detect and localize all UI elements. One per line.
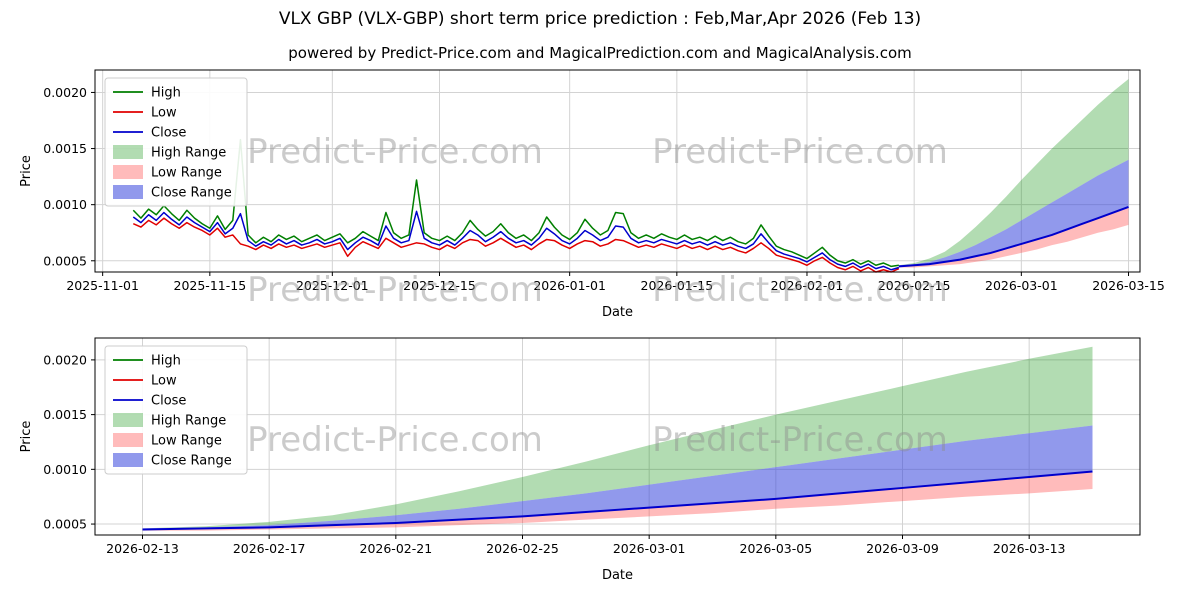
svg-text:2026-03-09: 2026-03-09 xyxy=(866,541,939,556)
svg-text:0.0010: 0.0010 xyxy=(43,197,87,212)
svg-text:Low: Low xyxy=(151,106,177,121)
legend: High Low Close High Range Low Range Close Ran… xyxy=(104,345,248,475)
svg-text:High Range: High Range xyxy=(151,414,226,429)
svg-text:0.0005: 0.0005 xyxy=(43,517,87,532)
svg-text:2026-01-15: 2026-01-15 xyxy=(641,278,714,293)
svg-text:0.0020: 0.0020 xyxy=(43,85,87,100)
top-chart: 2025-11-01 2025-11-15 2025-12-01 2025-12-15… xyxy=(19,69,1165,320)
svg-text:2026-02-13: 2026-02-13 xyxy=(106,541,179,556)
plot-border xyxy=(94,69,1141,273)
svg-text:0.0020: 0.0020 xyxy=(43,352,87,367)
svg-text:2026-02-15: 2026-02-15 xyxy=(878,278,951,293)
svg-text:Low: Low xyxy=(151,374,177,389)
svg-text:Close: Close xyxy=(151,126,186,141)
svg-text:Low Range: Low Range xyxy=(151,434,222,449)
svg-text:Close Range: Close Range xyxy=(151,186,232,201)
svg-text:High: High xyxy=(151,354,181,369)
svg-text:0.0005: 0.0005 xyxy=(43,253,87,268)
svg-text:High Range: High Range xyxy=(151,146,226,161)
svg-text:0.0010: 0.0010 xyxy=(43,462,87,477)
svg-text:2026-03-05: 2026-03-05 xyxy=(740,541,813,556)
x-axis-label: Date xyxy=(602,568,633,583)
chart-title: VLX GBP (VLX-GBP) short term price predi… xyxy=(278,9,922,29)
svg-text:Close Range: Close Range xyxy=(151,454,232,469)
x-axis: 2025-11-01 2025-11-15 2025-12-01 2025-12-15… xyxy=(66,272,1165,293)
svg-text:High: High xyxy=(151,86,181,101)
svg-text:0.0015: 0.0015 xyxy=(43,407,87,422)
svg-text:Close: Close xyxy=(151,394,186,409)
svg-text:2025-12-01: 2025-12-01 xyxy=(296,278,369,293)
svg-text:0.0015: 0.0015 xyxy=(43,141,87,156)
low-line xyxy=(132,217,900,273)
forecast-close-line xyxy=(142,470,1093,531)
low-range-band xyxy=(142,471,1093,531)
bottom-chart: 2026-02-13 2026-02-17 2026-02-21 2026-02-25… xyxy=(19,337,1141,583)
svg-text:2026-02-21: 2026-02-21 xyxy=(360,541,433,556)
close-range-band xyxy=(142,425,1093,530)
high-range-band xyxy=(898,78,1129,266)
svg-text:2026-02-25: 2026-02-25 xyxy=(486,541,559,556)
svg-text:2026-03-01: 2026-03-01 xyxy=(613,541,686,556)
svg-text:2026-02-17: 2026-02-17 xyxy=(233,541,306,556)
y-axis-label: Price xyxy=(19,421,34,453)
close-line xyxy=(132,210,900,271)
y-axis: 0.0005 0.0010 0.0015 0.0020 xyxy=(43,352,95,532)
forecast-close-line xyxy=(898,205,1129,268)
svg-text:2025-11-01: 2025-11-01 xyxy=(66,278,139,293)
high-line xyxy=(132,138,899,268)
close-range-band xyxy=(898,159,1129,267)
svg-text:2026-03-15: 2026-03-15 xyxy=(1092,278,1165,293)
y-axis-label: Price xyxy=(19,155,34,187)
svg-text:2026-03-01: 2026-03-01 xyxy=(985,278,1058,293)
svg-text:Low Range: Low Range xyxy=(151,166,222,181)
chart-subtitle: powered by Predict-Price.com and Magical… xyxy=(288,44,912,62)
svg-text:2025-11-15: 2025-11-15 xyxy=(174,278,247,293)
svg-text:2026-03-13: 2026-03-13 xyxy=(993,541,1066,556)
legend: High Low Close High Range Low Range Close Ran… xyxy=(104,77,248,207)
x-axis-label: Date xyxy=(602,305,633,320)
plot-border xyxy=(94,337,1141,536)
svg-text:2025-12-15: 2025-12-15 xyxy=(403,278,476,293)
high-range-band xyxy=(142,346,1093,529)
svg-text:2026-02-01: 2026-02-01 xyxy=(771,278,844,293)
svg-text:2026-01-01: 2026-01-01 xyxy=(533,278,606,293)
x-axis: 2026-02-13 2026-02-17 2026-02-21 2026-02-25… xyxy=(106,535,1065,556)
y-axis: 0.0005 0.0010 0.0015 0.0020 xyxy=(43,85,95,268)
